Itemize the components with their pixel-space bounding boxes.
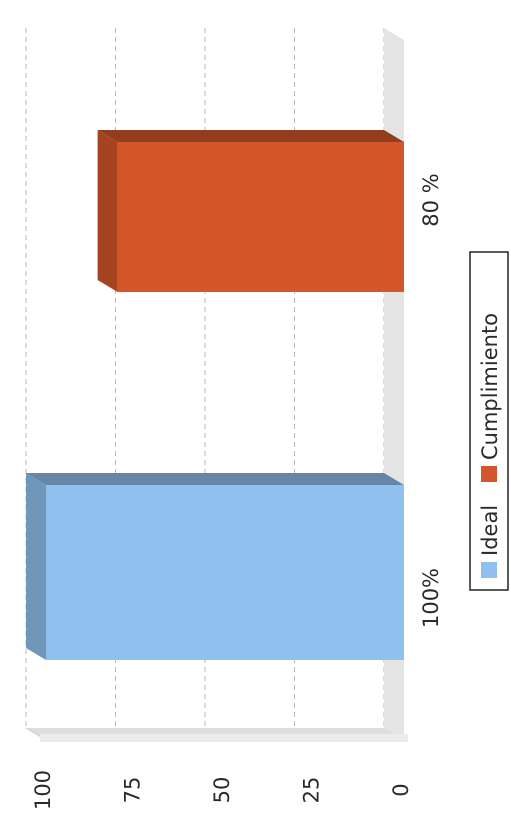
tick-label: 75 bbox=[121, 777, 145, 804]
chart-legend: Ideal Cumplimiento bbox=[469, 251, 509, 591]
chart-bars bbox=[26, 130, 404, 660]
category-label: 100% bbox=[419, 568, 443, 628]
value-axis-ticks: 0 25 50 75 100 bbox=[31, 770, 413, 810]
bar-side-face bbox=[97, 130, 404, 142]
legend-label: Ideal bbox=[478, 505, 502, 556]
category-label: 80 % bbox=[419, 173, 443, 226]
tick-label: 25 bbox=[300, 777, 324, 804]
bar-top-face bbox=[97, 130, 118, 292]
tick-label: 100 bbox=[31, 770, 55, 810]
category-labels: 100% 80 % bbox=[419, 173, 443, 628]
bar-ideal bbox=[46, 485, 404, 660]
bar-side-face bbox=[26, 473, 404, 485]
legend-label: Cumplimiento bbox=[478, 313, 502, 460]
bar-cumplimiento bbox=[117, 142, 404, 292]
chart-floor-edge bbox=[40, 734, 408, 742]
legend-box bbox=[469, 251, 509, 591]
legend-swatch bbox=[481, 562, 497, 578]
legend-swatch bbox=[481, 466, 497, 482]
tick-label: 0 bbox=[389, 783, 413, 796]
bar-top-face bbox=[26, 473, 46, 660]
tick-label: 50 bbox=[210, 777, 234, 804]
